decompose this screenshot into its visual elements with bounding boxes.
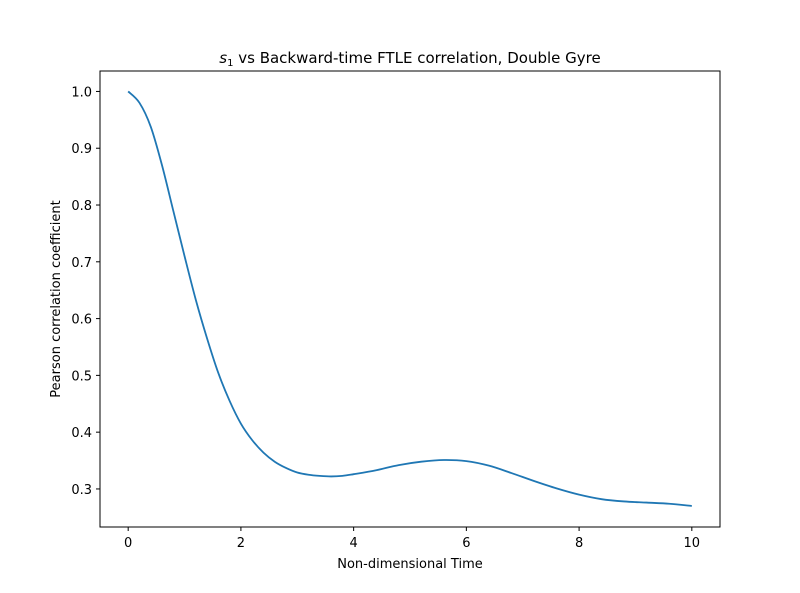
x-tick-label: 8 [575, 536, 583, 551]
y-tick-label: 0.5 [71, 369, 92, 384]
y-tick-label: 0.3 [71, 483, 92, 498]
x-tick-label: 0 [124, 536, 132, 551]
y-tick-label: 0.7 [71, 256, 92, 271]
title-math-subscript: 1 [227, 58, 233, 69]
chart-title: s1 vs Backward-time FTLE correlation, Do… [219, 49, 600, 69]
y-tick-label: 0.8 [71, 199, 92, 214]
x-tick-label: 6 [462, 536, 470, 551]
y-axis: 0.3 0.4 0.5 0.6 0.7 0.8 0.9 1.0 [71, 85, 100, 498]
y-tick-label: 0.9 [71, 142, 92, 157]
title-text: vs Backward-time FTLE correlation, Doubl… [233, 49, 600, 67]
y-tick-label: 0.4 [71, 426, 92, 441]
x-axis-label: Non-dimensional Time [337, 557, 482, 572]
y-axis-label: Pearson correlation coefficient [49, 200, 64, 397]
x-tick-label: 2 [237, 536, 245, 551]
y-tick-label: 1.0 [71, 85, 92, 100]
plot-frame [99, 70, 721, 528]
x-tick-label: 4 [349, 536, 357, 551]
series-line [127, 90, 692, 507]
title-math-symbol: s [219, 49, 227, 67]
y-tick-label: 0.6 [71, 313, 92, 328]
x-tick-label: 10 [684, 536, 701, 551]
series-layer [127, 90, 692, 507]
plot-background [100, 71, 720, 527]
x-axis: 0 2 4 6 8 10 [124, 527, 700, 551]
